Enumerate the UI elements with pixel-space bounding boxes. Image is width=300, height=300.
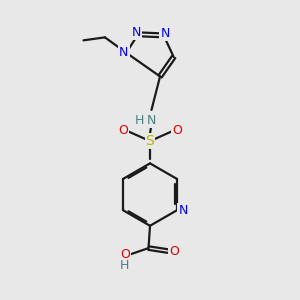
Text: N: N	[119, 46, 129, 59]
Text: O: O	[118, 124, 128, 136]
Text: S: S	[146, 134, 154, 148]
Text: O: O	[172, 124, 182, 136]
Text: N: N	[160, 27, 170, 40]
Text: H: H	[135, 114, 144, 127]
Text: O: O	[169, 244, 179, 258]
Text: O: O	[120, 248, 130, 260]
Text: N: N	[178, 204, 188, 217]
Text: N: N	[132, 26, 141, 39]
Text: H: H	[120, 259, 129, 272]
Text: N: N	[147, 114, 156, 127]
